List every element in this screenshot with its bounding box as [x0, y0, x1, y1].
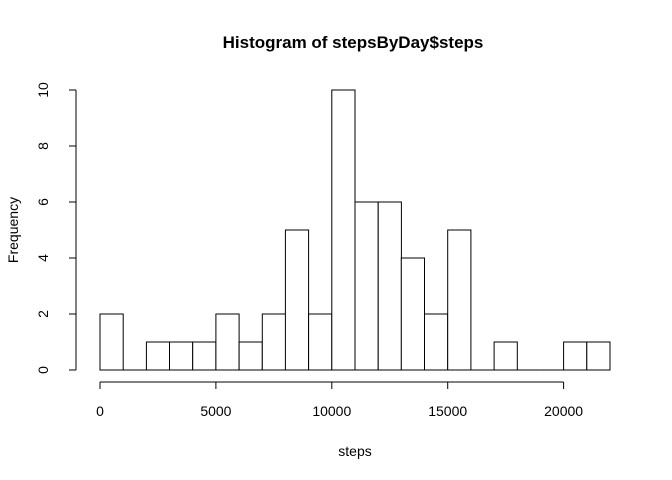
x-tick-label: 20000: [544, 403, 583, 419]
histogram-bar: [308, 313, 333, 371]
y-tick-label: 0: [35, 366, 51, 374]
histogram-bar: [400, 257, 425, 371]
x-tick-label: 5000: [200, 403, 231, 419]
x-axis-label: steps: [338, 443, 371, 459]
y-tick-label: 2: [35, 310, 51, 318]
histogram-bar: [99, 313, 124, 371]
histogram-bar: [493, 341, 518, 371]
x-tick-label: 10000: [312, 403, 351, 419]
histogram-bar: [447, 229, 472, 371]
histogram-bar: [192, 341, 217, 371]
histogram-bar: [145, 341, 171, 371]
histogram-bar: [563, 341, 588, 371]
x-axis: 0 5000 10000 15000 20000: [96, 381, 583, 419]
histogram-bar: [354, 201, 379, 371]
histogram-bar: [261, 313, 286, 371]
y-axis: 0 2 4 6 8 10: [35, 82, 77, 374]
y-tick-label: 8: [35, 142, 51, 150]
histogram-bar: [586, 341, 611, 371]
bars-group: [99, 89, 611, 371]
x-tick-label: 0: [96, 403, 104, 419]
histogram-bar: [238, 341, 263, 371]
histogram-bar: [284, 229, 310, 371]
y-tick-label: 10: [35, 82, 51, 98]
histogram-bar: [331, 89, 356, 371]
histogram-bar: [169, 341, 194, 371]
histogram-bar: [215, 313, 240, 371]
x-tick-label: 15000: [428, 403, 467, 419]
histogram-bar: [377, 201, 402, 371]
y-axis-label: Frequency: [5, 197, 21, 263]
y-tick-label: 4: [35, 254, 51, 262]
y-tick-label: 6: [35, 198, 51, 206]
histogram-bar: [424, 313, 449, 371]
chart-title: Histogram of stepsByDay$steps: [223, 33, 484, 52]
